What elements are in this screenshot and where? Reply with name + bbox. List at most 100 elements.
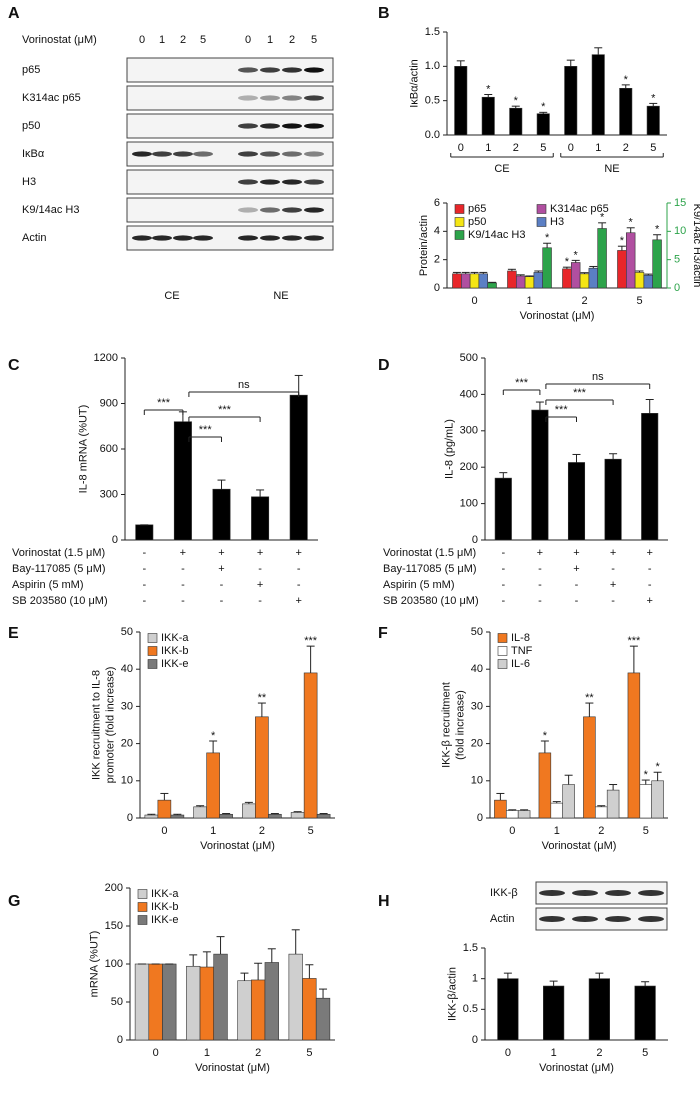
blot-band [132,235,152,241]
legend-swatch [454,230,465,240]
bar [268,813,282,819]
legend-label: p65 [468,203,486,215]
tick-label: 50 [471,626,483,638]
treatment-sign: + [573,547,579,559]
bar [134,963,150,1041]
treatment-sign: + [218,547,224,559]
bar [583,716,596,819]
bar [494,477,512,541]
significance-mark: * [644,769,649,781]
blot-row-label: H3 [22,176,36,188]
treatment-sign: + [646,595,652,607]
tick-label: 0 [127,812,133,824]
blot-band [282,179,302,185]
blot-row [126,57,334,83]
tick-label: 0.5 [463,1003,478,1015]
treatment-label: SB 203580 (10 μM) [12,595,108,607]
bar [199,966,215,1041]
blot-band [152,151,172,157]
treatment-sign: - [575,595,579,607]
bar [316,813,331,819]
bar [302,978,317,1041]
blot-band [260,207,280,213]
panel-letter: G [8,893,20,910]
significance-mark: * [600,212,605,224]
bar [315,997,331,1041]
panel-letter: F [378,625,388,642]
bar [627,672,641,819]
tick-label: 0 [477,812,483,824]
treatment-sign: - [181,595,185,607]
blot-row [126,197,334,223]
blot-band [572,916,598,922]
axis-label: Vorinostat (μM) [542,840,617,852]
legend-label: IKK-e [161,658,189,670]
axis-label: IKK recruitment to IL-8 [91,670,103,780]
axis-label: Vorinostat (μM) [520,310,595,322]
significance-mark: *** [627,635,641,647]
blot-band [282,123,302,129]
x-tick-label: 0 [471,295,477,307]
bar [639,784,652,819]
bar [646,105,660,136]
x-tick-label: 2 [598,825,604,837]
treatment-sign: + [295,595,301,607]
blot-band [282,207,302,213]
significance-mark: * [620,235,625,247]
lane-label: 5 [311,34,317,46]
panel-letter: B [378,5,390,22]
tick-label: 0 [112,534,118,546]
blot-band [238,207,258,213]
legend-swatch [454,204,465,214]
x-tick-label: 5 [540,142,546,154]
axis-label: Vorinostat (μM) [195,1062,270,1074]
bar [543,985,565,1041]
significance-mark: * [541,101,546,113]
tick-label: 0 [472,534,478,546]
blot-band [193,151,213,157]
blot-row [535,881,668,905]
treatment-sign: - [538,595,542,607]
bar [542,247,552,289]
treatment-sign: - [142,595,146,607]
legend-swatch [497,633,508,643]
x-tick-label: 1 [210,825,216,837]
significance-mark: *** [304,635,318,647]
blot-band [638,916,664,922]
bar [515,275,526,289]
bar [212,488,231,541]
treatment-sign: - [142,547,146,559]
blot-row-label: IκBα [22,148,45,160]
tick-label: 40 [121,663,133,675]
bar [162,963,177,1041]
bar [452,273,462,289]
bar [550,802,563,819]
legend-label: IKK-b [161,645,189,657]
lane-label: 1 [267,34,273,46]
legend-swatch [536,217,547,227]
treatment-sign: + [218,563,224,575]
tick-label: 300 [100,488,118,500]
bar [255,716,269,819]
treatment-sign: - [538,579,542,591]
tick-label: 30 [471,700,483,712]
tick-label: 200 [460,461,478,473]
blot-band [238,235,258,241]
blot-row-label: p50 [22,120,40,132]
legend-label: IL-6 [511,658,530,670]
blot-row-label: K314ac p65 [22,92,81,104]
significance-label: *** [218,404,232,416]
blot-band [638,890,664,896]
tick-label: 100 [105,958,123,970]
bar [597,228,607,289]
tick-label: 400 [460,388,478,400]
tick-label: 1 [472,973,478,985]
x-tick-label: 1 [595,142,601,154]
blot-group-label: CE [164,290,179,302]
bar [524,276,535,289]
blot-band [173,151,193,157]
legend-label: K9/14ac H3 [468,229,525,241]
blot-group-label: NE [273,290,288,302]
x-tick-label: 2 [596,1047,602,1059]
